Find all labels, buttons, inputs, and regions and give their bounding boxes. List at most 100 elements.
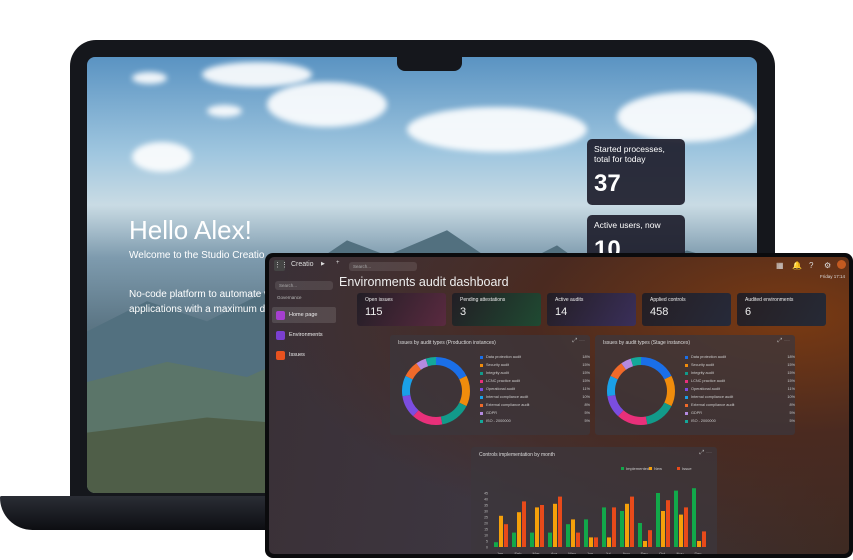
bar[interactable]: [589, 537, 593, 547]
sidebar-search-input[interactable]: Search...: [275, 281, 333, 290]
donut-slice[interactable]: [416, 358, 429, 370]
bar[interactable]: [512, 532, 516, 547]
donut-slice[interactable]: [664, 375, 675, 407]
bar[interactable]: [684, 507, 688, 547]
bar[interactable]: [584, 519, 588, 547]
bar[interactable]: [558, 496, 562, 547]
bar[interactable]: [702, 531, 706, 547]
legend-item[interactable]: ISO - 2000000 5%: [685, 417, 795, 425]
bar[interactable]: [666, 500, 670, 547]
help-icon[interactable]: ?: [809, 261, 814, 270]
kpi-card[interactable]: Applied controls 458: [642, 293, 731, 326]
bar[interactable]: [530, 532, 534, 547]
bar[interactable]: [504, 524, 508, 547]
legend-item[interactable]: Security audit 15%: [480, 361, 590, 369]
legend-item[interactable]: Internal compliance audit 10%: [685, 393, 795, 401]
bar[interactable]: [571, 519, 575, 547]
donut-slice[interactable]: [607, 394, 624, 417]
legend-item[interactable]: Data protection audit 18%: [685, 353, 795, 361]
legend-item[interactable]: Integrity audit 15%: [480, 369, 590, 377]
bar[interactable]: [638, 523, 642, 547]
donut-slice[interactable]: [405, 363, 422, 380]
legend-item[interactable]: ISO - 2000000 5%: [480, 417, 590, 425]
legend-item[interactable]: Internal compliance audit 10%: [480, 393, 590, 401]
legend-item[interactable]: Data protection audit 18%: [480, 353, 590, 361]
donut-slice[interactable]: [459, 375, 470, 407]
bar[interactable]: [643, 541, 647, 547]
legend-item[interactable]: GDPR 5%: [685, 409, 795, 417]
legend-item[interactable]: External compliance audit 8%: [685, 401, 795, 409]
bar[interactable]: [499, 515, 503, 547]
legend-item[interactable]: LCNC practice audit 15%: [480, 377, 590, 385]
bar[interactable]: [648, 530, 652, 547]
settings-icon[interactable]: ⚙: [824, 261, 832, 270]
sidebar-item-issues[interactable]: Issues: [272, 347, 336, 363]
donut-slice[interactable]: [402, 394, 419, 417]
legend-item[interactable]: LCNC practice audit 15%: [685, 377, 795, 385]
bar[interactable]: [661, 511, 665, 547]
donut-slice[interactable]: [607, 375, 618, 397]
bar[interactable]: [517, 512, 521, 547]
expand-icon[interactable]: ⤢ ⋯: [572, 338, 585, 344]
bar[interactable]: [553, 503, 557, 547]
legend-item[interactable]: GDPR 5%: [480, 409, 590, 417]
bar[interactable]: [566, 524, 570, 547]
donut-slice[interactable]: [440, 402, 467, 425]
global-search-input[interactable]: Search...: [349, 262, 417, 271]
donut-slice[interactable]: [630, 357, 642, 367]
legend-item[interactable]: Integrity audit 15%: [685, 369, 795, 377]
bar[interactable]: [612, 507, 616, 547]
donut-slice[interactable]: [413, 410, 443, 425]
x-tick-label: Dec: [694, 551, 701, 554]
legend-item[interactable]: Operational audit 11%: [480, 385, 590, 393]
legend-item[interactable]: External compliance audit 8%: [480, 401, 590, 409]
bar[interactable]: [656, 493, 660, 547]
kpi-value: 3: [460, 306, 467, 318]
add-icon[interactable]: +: [336, 260, 340, 266]
donut-slice[interactable]: [425, 357, 437, 367]
bar[interactable]: [535, 507, 539, 547]
tablet: ⋮⋮ Creatio ▶ + Search... ▦ 🔔 ? ⚙ Friday …: [265, 253, 853, 558]
y-tick-label: 20: [484, 522, 488, 526]
donut-slice[interactable]: [645, 402, 672, 425]
legend-item[interactable]: Security audit 15%: [685, 361, 795, 369]
bar[interactable]: [679, 514, 683, 547]
bar[interactable]: [576, 532, 580, 547]
legend-item[interactable]: Operational audit 11%: [685, 385, 795, 393]
donut-slice[interactable]: [618, 410, 648, 425]
bar[interactable]: [522, 501, 526, 547]
donut-slice[interactable]: [610, 363, 627, 380]
bar[interactable]: [494, 542, 498, 547]
sidebar-item-environments[interactable]: Environments: [272, 327, 336, 343]
bar[interactable]: [607, 537, 611, 547]
apps-icon[interactable]: ▦: [776, 261, 784, 270]
donut-slice[interactable]: [402, 375, 413, 397]
bar[interactable]: [625, 503, 629, 547]
bar[interactable]: [620, 511, 624, 547]
bar[interactable]: [692, 488, 696, 547]
bar[interactable]: [594, 537, 598, 547]
bar[interactable]: [697, 541, 701, 547]
bar[interactable]: [548, 532, 552, 547]
donut-slice[interactable]: [640, 357, 672, 380]
play-icon[interactable]: ▶: [321, 261, 325, 267]
expand-icon[interactable]: ⤢ ⋯: [699, 450, 712, 456]
bar[interactable]: [602, 507, 606, 547]
bar[interactable]: [674, 490, 678, 547]
sidebar-item-home-page[interactable]: Home page: [272, 307, 336, 323]
kpi-card[interactable]: Audited environments 6: [737, 293, 826, 326]
camera-notch: [397, 57, 462, 71]
kpi-card[interactable]: Open issues 115: [357, 293, 446, 326]
avatar[interactable]: [837, 260, 846, 269]
bell-icon[interactable]: 🔔: [792, 261, 802, 270]
kpi-card[interactable]: Pending attestations 3: [452, 293, 541, 326]
app-menu-icon[interactable]: ⋮⋮: [274, 260, 288, 271]
donut-slice[interactable]: [435, 357, 467, 380]
kpi-card[interactable]: Active audits 14: [547, 293, 636, 326]
bar[interactable]: [540, 505, 544, 547]
legend-swatch: [685, 387, 688, 391]
donut-slice[interactable]: [621, 358, 634, 370]
bar[interactable]: [630, 496, 634, 547]
sidebar-group[interactable]: Governance: [277, 295, 302, 300]
expand-icon[interactable]: ⤢ ⋯: [777, 338, 790, 344]
